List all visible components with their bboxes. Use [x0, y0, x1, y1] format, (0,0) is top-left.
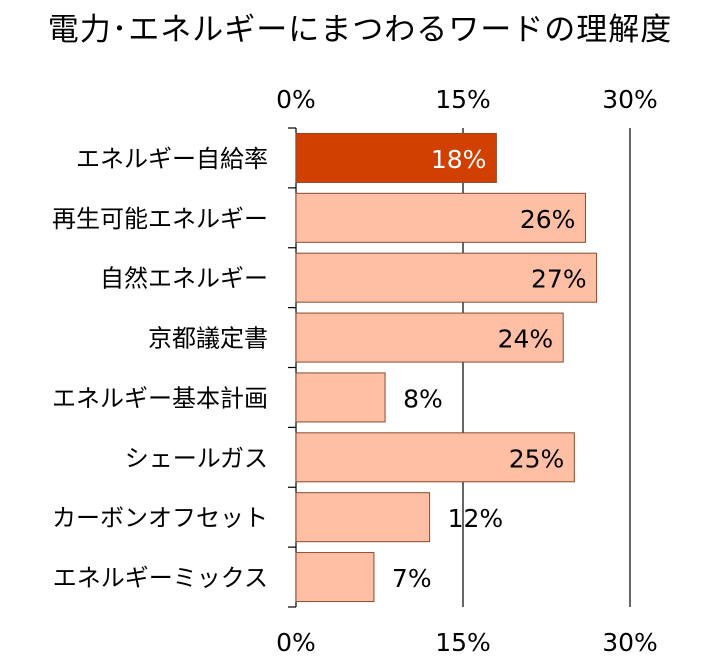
- x-tick-label-top: 30%: [602, 85, 658, 114]
- bar: [295, 492, 431, 543]
- labels: 0% 0% 15% 15% 30% 30% エネルギー自給率 18% 再生可能エネルギー 26% 自…: [52, 85, 658, 657]
- bar: [295, 192, 586, 243]
- category-label: シェールガス: [125, 444, 268, 472]
- value-label: 27%: [531, 265, 587, 294]
- x-tick-label-bottom: 0%: [276, 628, 316, 657]
- value-label: 7%: [392, 564, 432, 593]
- x-tick-label-top: 0%: [276, 85, 316, 114]
- bar: [295, 312, 564, 363]
- value-label: 25%: [509, 444, 565, 473]
- chart-title: 電力･エネルギーにまつわるワードの理解度: [47, 12, 673, 48]
- bar-highlight: [295, 132, 497, 183]
- bar: [295, 432, 575, 483]
- value-label: 24%: [498, 325, 554, 354]
- category-label: エネルギーミックス: [53, 564, 268, 592]
- category-label: 自然エネルギー: [100, 265, 268, 293]
- category-label: 再生可能エネルギー: [52, 205, 268, 233]
- value-label: 18%: [431, 145, 487, 174]
- value-label: 8%: [403, 384, 443, 413]
- category-label: エネルギー基本計画: [52, 384, 268, 412]
- x-tick-label-top: 15%: [435, 85, 491, 114]
- bar: [295, 372, 386, 423]
- value-label: 26%: [520, 205, 576, 234]
- category-label: カーボンオフセット: [52, 504, 268, 532]
- bars: [295, 132, 598, 603]
- category-label: エネルギー自給率: [76, 145, 268, 173]
- value-label: 12%: [448, 504, 504, 533]
- bar: [295, 252, 598, 303]
- x-tick-label-bottom: 30%: [602, 628, 658, 657]
- bar: [295, 552, 375, 603]
- category-label: 京都議定書: [148, 325, 268, 353]
- x-tick-label-bottom: 15%: [435, 628, 491, 657]
